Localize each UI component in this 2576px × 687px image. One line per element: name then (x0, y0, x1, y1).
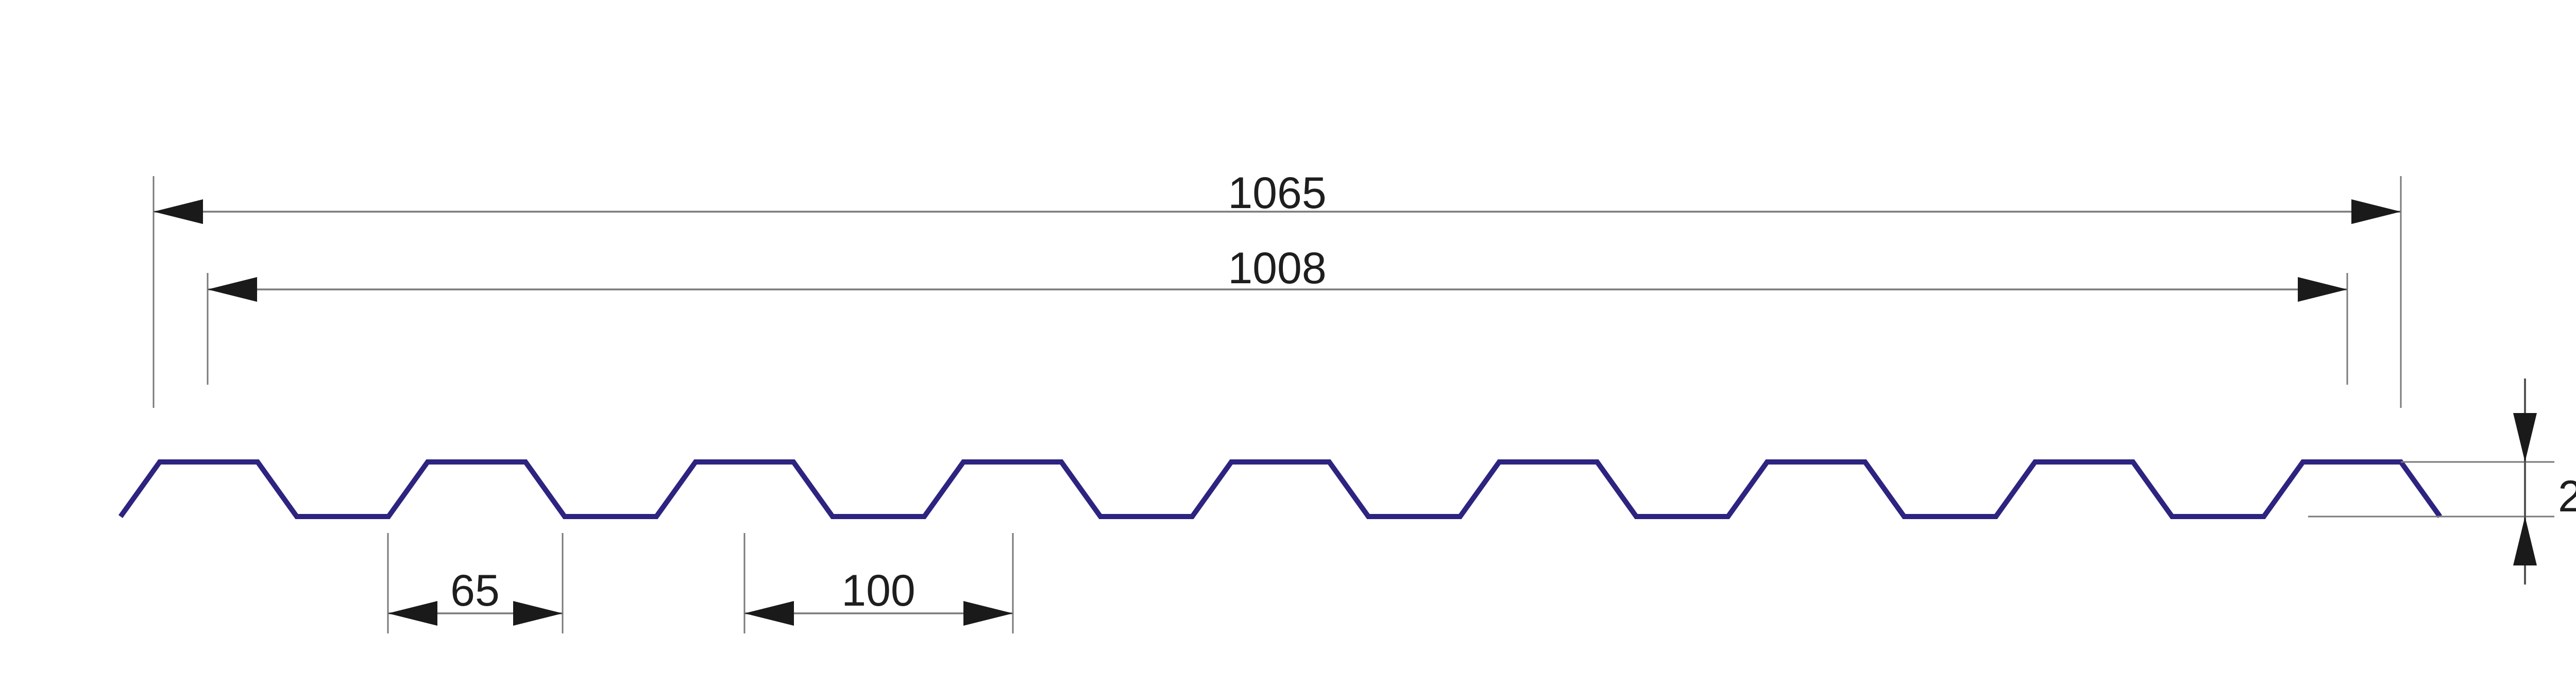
arrowhead-up-icon (2513, 517, 2537, 565)
dimension-rib-pitch: 100 (743, 533, 1014, 633)
arrowhead-right-icon (513, 601, 563, 626)
dimension-overall-width: 1065 (152, 168, 2402, 408)
arrowhead-left-icon (154, 199, 203, 224)
arrowhead-left-icon (744, 601, 794, 626)
arrowhead-right-icon (2298, 277, 2347, 302)
dimension-label-rib-base: 65 (450, 566, 500, 615)
arrowhead-left-icon (208, 277, 257, 302)
arrowhead-down-icon (2513, 413, 2537, 462)
dimension-label-overall-width: 1065 (1228, 168, 1326, 218)
profile-group (118, 459, 2443, 519)
dimension-profile-height: 21 мм (2308, 379, 2576, 585)
dimension-label-working-width: 1008 (1228, 244, 1326, 293)
dimension-label-profile-height: 21 мм (2558, 472, 2576, 521)
arrowhead-right-icon (2351, 199, 2401, 224)
dimension-rib-base: 65 (387, 533, 564, 633)
dimension-label-rib-pitch: 100 (841, 566, 916, 615)
arrowhead-left-icon (388, 601, 437, 626)
dimension-working-width: 1008 (207, 244, 2348, 385)
profile-outline (118, 459, 2443, 519)
arrowhead-right-icon (963, 601, 1013, 626)
